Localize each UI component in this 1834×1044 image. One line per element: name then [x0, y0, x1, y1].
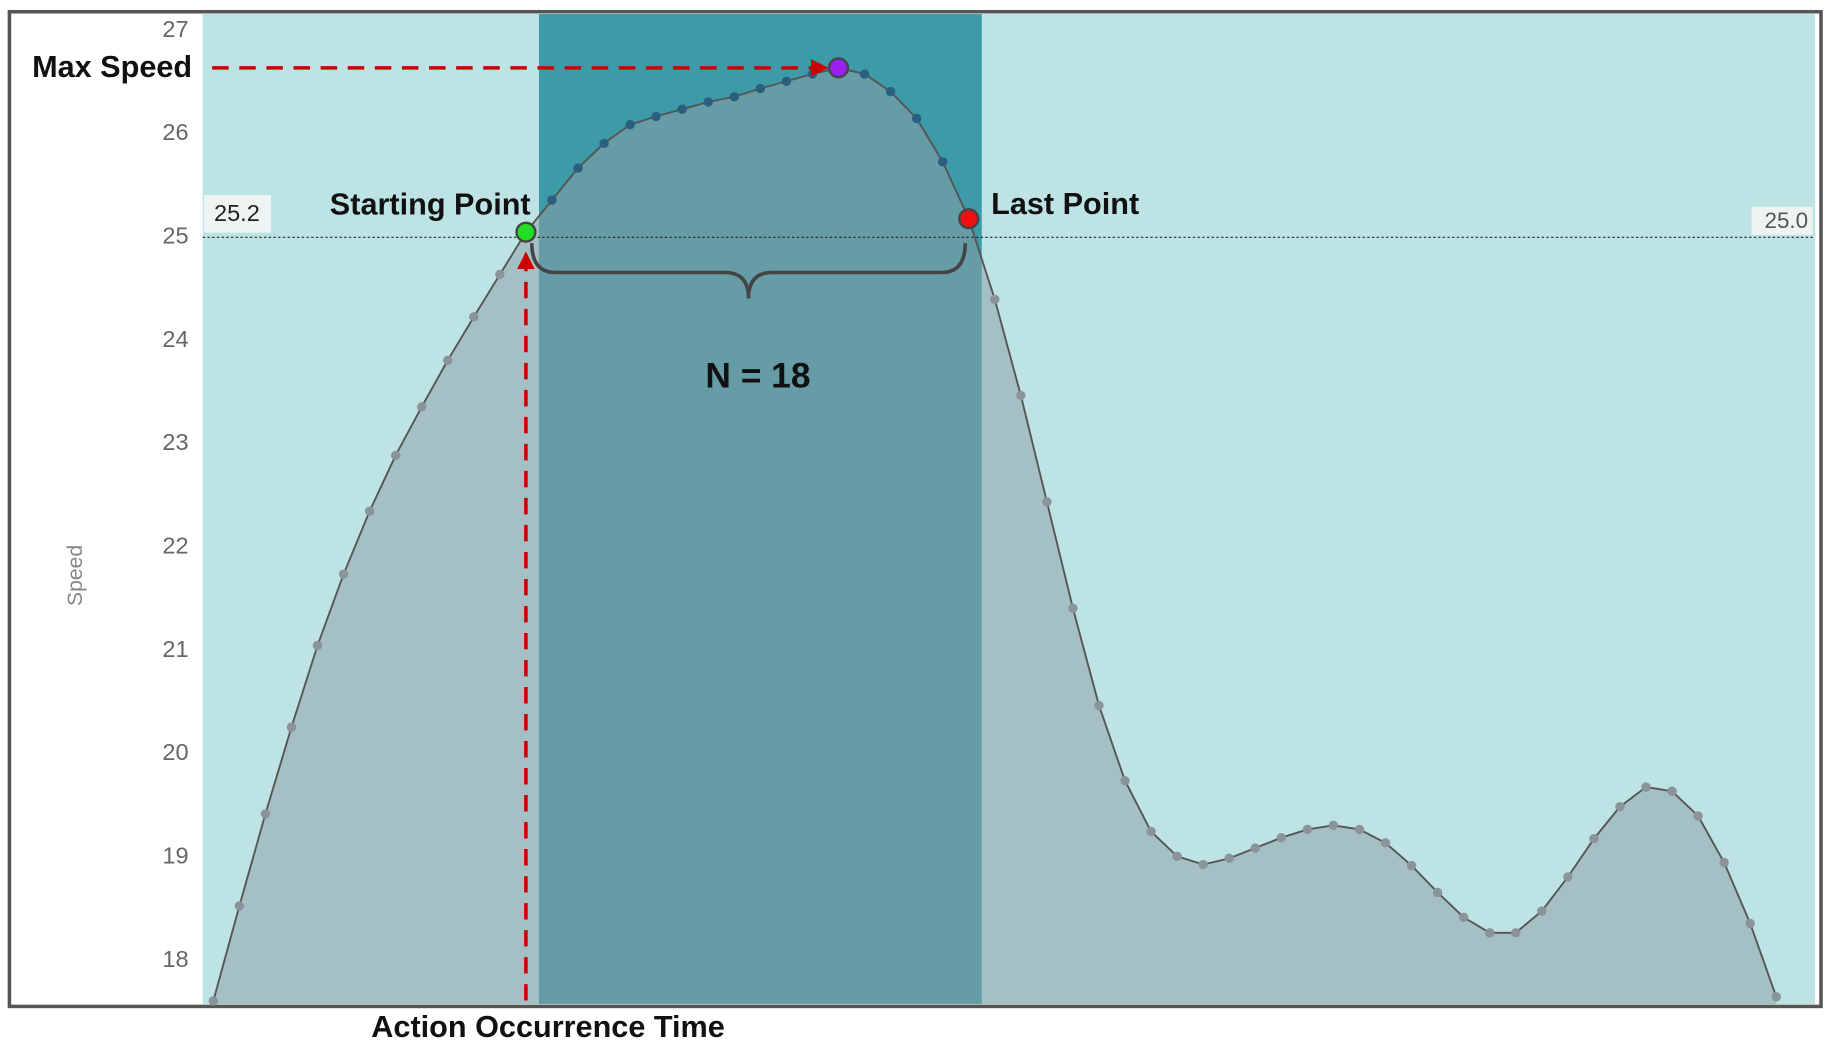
point [1016, 390, 1026, 401]
point [1328, 820, 1339, 830]
threshold-label: 25.0 [1764, 208, 1808, 233]
highlight-label: Last Point [991, 187, 1139, 221]
point [1198, 859, 1208, 870]
point [364, 506, 375, 516]
point [1458, 912, 1469, 922]
area [213, 67, 1777, 1005]
point [1250, 843, 1260, 853]
point [1146, 826, 1156, 837]
point [1719, 857, 1729, 868]
y-tick-label: 26 [162, 119, 188, 145]
highlight-label: Max Speed [32, 50, 192, 84]
point [573, 163, 583, 173]
y-tick-label: 24 [162, 326, 188, 352]
threshold-left-label: 25.2 [214, 200, 260, 226]
point [1641, 782, 1651, 792]
point [1537, 906, 1547, 916]
point [1667, 786, 1677, 796]
point [443, 355, 453, 365]
point [1224, 853, 1234, 864]
point [1094, 700, 1104, 711]
point [937, 157, 948, 167]
point [1771, 992, 1781, 1002]
point [1589, 834, 1599, 844]
y-tick-label: 22 [162, 533, 188, 559]
point [1615, 801, 1625, 812]
x-axis-label: Action Occurrence Time [371, 1010, 725, 1044]
point [755, 83, 766, 94]
point [260, 809, 271, 819]
point [677, 104, 687, 114]
point [1354, 824, 1365, 835]
point [1406, 860, 1417, 871]
y-tick-label: 23 [162, 429, 188, 455]
point [625, 119, 635, 130]
point [1042, 497, 1052, 507]
point [1511, 928, 1521, 938]
highlight-point [515, 221, 537, 243]
point [703, 97, 713, 107]
point [547, 195, 557, 205]
point [312, 640, 323, 651]
point [781, 76, 792, 86]
point [469, 312, 479, 322]
point [1432, 887, 1443, 898]
point [1302, 824, 1313, 835]
point [234, 901, 245, 911]
y-tick-label: 19 [162, 843, 188, 869]
point [1068, 603, 1078, 613]
point [599, 138, 609, 148]
point [1693, 811, 1703, 821]
point [729, 92, 740, 102]
threshold-label-box [1751, 206, 1813, 235]
y-axis-label: Speed [64, 545, 87, 606]
point [911, 113, 922, 124]
highlight-label: Starting Point [330, 187, 531, 221]
point [1484, 928, 1495, 938]
point [990, 294, 1000, 305]
threshold-left-box [203, 195, 272, 233]
y-tick-label: 27 [162, 16, 188, 42]
y-tick-label: 21 [162, 636, 188, 662]
brace [530, 243, 967, 299]
point [1276, 833, 1287, 843]
window-label: N = 18 [705, 357, 810, 396]
point [885, 86, 896, 97]
point [1172, 851, 1182, 861]
point [286, 722, 297, 732]
point [1745, 918, 1755, 929]
point [417, 402, 427, 412]
point [390, 450, 401, 461]
point [859, 69, 870, 79]
point [495, 269, 505, 280]
highlight-point [958, 208, 980, 230]
point [651, 111, 661, 122]
point [1380, 838, 1391, 848]
y-tick-label: 18 [162, 946, 188, 972]
point [1120, 776, 1130, 786]
highlight-point [827, 57, 850, 79]
point [338, 569, 349, 579]
point [208, 996, 219, 1006]
point [807, 69, 818, 79]
point [1563, 872, 1573, 882]
y-tick-label: 25 [162, 223, 188, 249]
y-tick-label: 20 [162, 739, 188, 765]
